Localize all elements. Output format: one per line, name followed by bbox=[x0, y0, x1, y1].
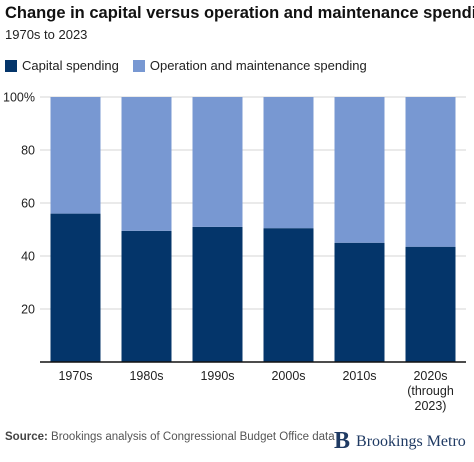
source-note: Source: Brookings analysis of Congressio… bbox=[5, 430, 335, 444]
x-tick-label: 1980s bbox=[129, 369, 163, 383]
y-tick-label: 60 bbox=[21, 197, 35, 211]
source-label: Source: bbox=[5, 431, 48, 443]
brand-name: Brookings Metro bbox=[356, 432, 466, 450]
legend: Capital spending Operation and maintenan… bbox=[5, 58, 381, 73]
bar-capital bbox=[192, 226, 243, 362]
legend-label-om: Operation and maintenance spending bbox=[149, 58, 367, 73]
x-tick-label: 2000s bbox=[271, 369, 305, 383]
bar-om bbox=[263, 97, 314, 229]
legend-label-capital: Capital spending bbox=[22, 58, 119, 73]
brand-logo: B Brookings Metro bbox=[334, 428, 466, 455]
source-text: Brookings analysis of Congressional Budg… bbox=[51, 431, 335, 443]
legend-swatch-capital bbox=[5, 59, 17, 72]
chart-title: Change in capital versus operation and m… bbox=[5, 4, 474, 22]
y-tick-label: 100% bbox=[3, 91, 35, 105]
legend-swatch-om bbox=[132, 59, 145, 72]
bar-capital bbox=[121, 230, 172, 362]
legend-item-capital: Capital spending bbox=[5, 58, 119, 73]
bar-om bbox=[334, 97, 385, 243]
y-tick-label: 40 bbox=[21, 250, 35, 264]
bar-om bbox=[121, 97, 172, 231]
bar-om bbox=[405, 97, 456, 247]
y-tick-label: 20 bbox=[21, 303, 35, 317]
bar-capital bbox=[263, 228, 314, 362]
x-tick-label: 2020s (through 2023) bbox=[407, 369, 454, 413]
legend-item-om: Operation and maintenance spending bbox=[132, 58, 367, 73]
bar-om bbox=[192, 97, 243, 227]
x-tick-label: 1970s bbox=[58, 369, 92, 383]
x-tick-label: 2010s bbox=[342, 369, 376, 383]
bar-om bbox=[50, 97, 101, 214]
chart-subtitle: 1970s to 2023 bbox=[5, 27, 88, 42]
bar-capital bbox=[50, 213, 101, 362]
brookings-logo-icon: B bbox=[334, 428, 351, 454]
bar-capital bbox=[334, 242, 385, 362]
y-tick-label: 80 bbox=[21, 144, 35, 158]
x-tick-label: 1990s bbox=[200, 369, 234, 383]
bar-capital bbox=[405, 246, 456, 362]
